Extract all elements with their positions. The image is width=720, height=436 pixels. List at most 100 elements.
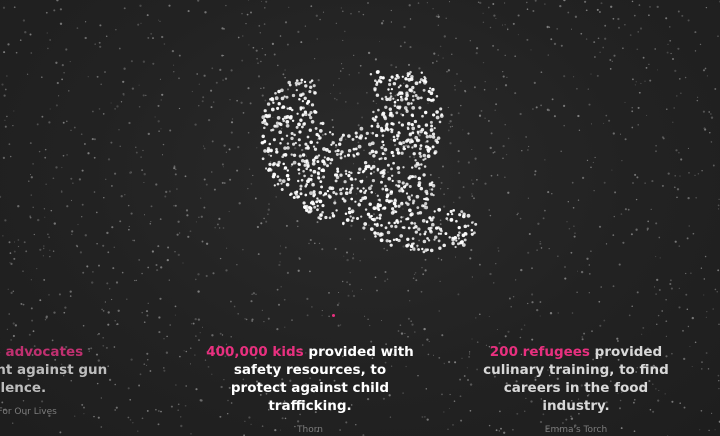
background-particle [502,70,504,73]
logo-particle [391,179,394,183]
background-particle [247,131,250,134]
logo-particle [303,96,307,100]
background-particle [566,221,568,223]
background-particle [574,15,578,18]
logo-particle [374,79,377,82]
background-particle [662,137,665,140]
background-particle [610,5,613,8]
background-particle [714,88,717,90]
background-particle [534,0,537,2]
background-particle [110,298,113,301]
background-particle [621,160,623,162]
logo-particle [415,138,419,142]
background-particle [149,222,152,225]
background-particle [703,294,705,296]
background-particle [127,387,130,390]
background-particle [618,263,621,266]
logo-particle [378,233,383,237]
background-particle [678,245,681,247]
background-particle [576,270,579,272]
background-particle [129,419,132,421]
logo-particle [313,147,318,151]
background-particle [298,257,301,260]
logo-particle [411,131,415,135]
background-particle [296,220,299,223]
background-particle [352,294,356,298]
background-particle [505,382,508,385]
background-particle [76,27,79,29]
background-particle [297,225,299,228]
background-particle [67,372,69,374]
background-particle [526,8,529,10]
background-particle [71,233,73,235]
background-particle [10,339,12,341]
logo-particle [413,222,417,225]
background-particle [627,208,630,211]
background-particle [608,119,611,122]
logo-particle [424,110,428,115]
background-particle [219,257,222,260]
background-particle [159,78,161,80]
logo-particle [386,230,391,235]
logo-particle [317,172,320,176]
logo-particle [401,181,405,185]
background-particle [407,335,409,338]
background-particle [672,121,674,124]
logo-particle [409,70,412,74]
background-particle [442,57,444,59]
background-particle [166,335,168,338]
background-particle [399,45,402,48]
background-particle [407,289,410,292]
background-particle [60,190,63,193]
background-particle [523,324,526,326]
background-particle [93,156,96,159]
logo-particle [329,162,332,165]
background-particle [33,345,36,348]
background-particle [236,264,238,266]
background-particle [539,241,541,242]
logo-particle [275,124,279,128]
background-particle [484,80,486,83]
background-particle [254,197,257,200]
logo-particle [414,159,417,162]
background-particle [48,414,51,417]
background-particle [418,67,421,70]
background-particle [449,120,452,123]
logo-particle [289,114,293,119]
background-particle [4,219,7,222]
logo-particle [399,234,404,238]
background-particle [97,359,100,362]
background-particle [571,400,573,402]
logo-particle [304,193,308,197]
background-particle [146,314,149,317]
background-particle [93,191,96,193]
background-particle [2,6,6,9]
background-particle [504,335,507,338]
background-particle [45,11,48,14]
background-particle [88,350,90,352]
logo-particle [422,79,426,83]
background-particle [496,328,498,331]
background-particle [155,183,158,186]
background-particle [631,126,634,129]
background-particle [248,44,250,46]
background-particle [590,166,592,169]
background-particle [64,306,67,309]
background-particle [718,380,720,382]
background-particle [616,340,619,342]
background-particle [87,76,89,78]
background-particle [267,213,269,215]
logo-particle [369,172,373,175]
background-particle [701,169,703,172]
logo-particle [384,105,388,109]
logo-particle [318,199,323,204]
background-particle [20,302,23,305]
background-particle [649,79,652,82]
background-particle [595,352,598,355]
background-particle [221,334,224,336]
background-particle [102,113,105,115]
background-particle [260,0,263,2]
background-particle [546,25,549,29]
background-particle [30,307,33,310]
logo-particle [363,169,366,172]
